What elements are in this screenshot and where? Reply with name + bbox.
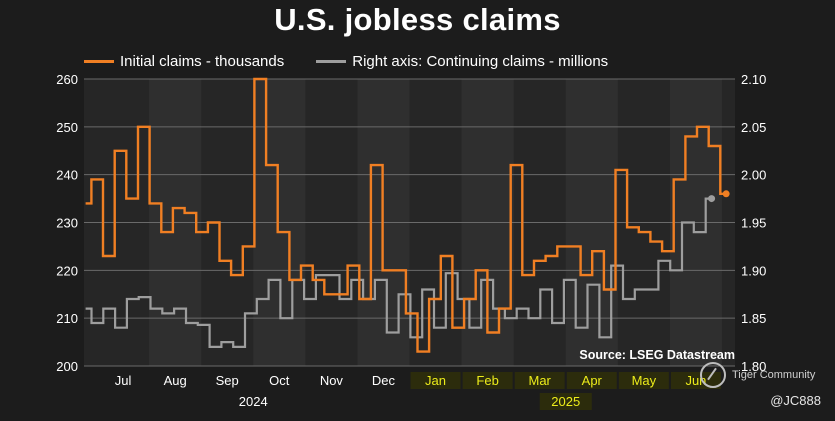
month-label: May (632, 373, 657, 388)
year-label: 2024 (239, 394, 268, 409)
month-label: Feb (476, 373, 498, 388)
right-axis-tick-label: 2.10 (741, 72, 766, 87)
left-axis-tick-label: 220 (56, 263, 78, 278)
initial-claims-line (85, 77, 727, 353)
month-label: Jul (115, 373, 132, 388)
right-axis-tick-label: 2.00 (741, 168, 766, 183)
year-label: 2025 (551, 394, 580, 409)
legend-item-continuing: Right axis: Continuing claims - millions (316, 53, 608, 70)
right-axis-tick-label: 1.95 (741, 216, 766, 231)
month-label-highlight (410, 372, 461, 389)
legend-item-initial: Initial claims - thousands (84, 53, 284, 70)
month-label-highlight (462, 372, 513, 389)
year-label-highlight (539, 393, 592, 410)
legend-swatch-initial (84, 59, 114, 63)
legend-swatch-continuing (316, 59, 347, 63)
left-axis-tick-label: 210 (56, 311, 78, 326)
month-label: Nov (320, 373, 344, 388)
month-label: Oct (269, 373, 290, 388)
continuing-claims-last-point (708, 195, 716, 203)
tiger-logo-icon (700, 362, 726, 388)
right-axis-tick-label: 1.85 (741, 311, 766, 326)
legend-label-initial: Initial claims - thousands (120, 52, 285, 70)
watermark: Tiger Community (700, 362, 815, 388)
right-axis-tick-label: 1.90 (741, 263, 766, 278)
user-handle: @JC888 (770, 393, 821, 408)
month-label: Dec (372, 373, 396, 388)
chart-title: U.S. jobless claims (274, 2, 561, 37)
initial-claims-last-point (722, 190, 730, 198)
left-axis-tick-label: 260 (56, 72, 78, 87)
left-axis-tick-label: 230 (56, 216, 78, 231)
legend-label-continuing: Right axis: Continuing claims - millions (352, 52, 609, 70)
left-axis-tick-label: 200 (56, 359, 78, 374)
month-label: Aug (164, 373, 187, 388)
continuing-claims-line (85, 197, 712, 348)
right-axis-tick-label: 1.80 (741, 359, 766, 374)
watermark-text: Tiger Community (732, 369, 816, 381)
month-label: Apr (582, 373, 603, 388)
month-label-highlight (566, 372, 617, 389)
month-label-highlight (618, 372, 669, 389)
month-label-highlight (514, 372, 565, 389)
right-axis-tick-label: 2.05 (741, 120, 766, 135)
left-axis-tick-label: 240 (56, 168, 78, 183)
month-label: Sep (216, 373, 239, 388)
legend: Initial claims - thousands Right axis: C… (84, 50, 640, 72)
month-label: Mar (529, 373, 552, 388)
left-axis-tick-label: 250 (56, 120, 78, 135)
month-label: Jan (425, 373, 446, 388)
source-note: Source: LSEG Datastream (579, 348, 735, 362)
